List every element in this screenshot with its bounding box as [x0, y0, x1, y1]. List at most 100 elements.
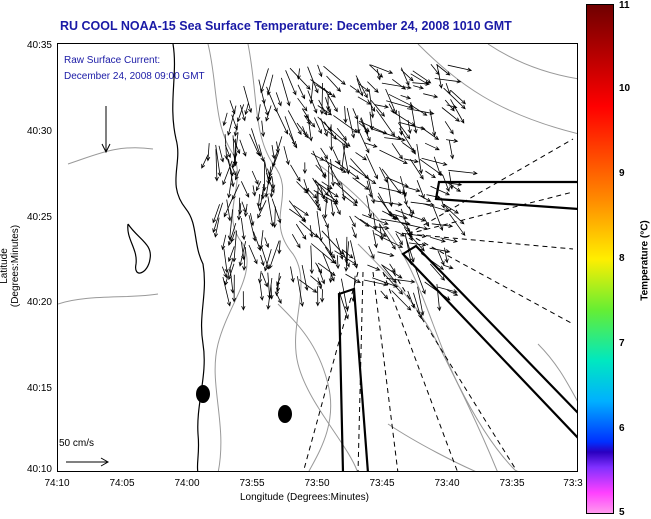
current-vector — [253, 231, 262, 252]
current-vector — [443, 203, 459, 214]
current-vector — [232, 274, 237, 303]
current-vector — [366, 180, 373, 198]
current-vector — [233, 123, 238, 137]
current-vector — [256, 181, 262, 192]
current-vector — [349, 215, 356, 228]
colorbar-tick: 5 — [619, 507, 625, 518]
current-vector — [222, 112, 228, 127]
current-vector — [296, 122, 309, 139]
current-vector — [223, 248, 229, 274]
current-vector — [344, 241, 350, 272]
current-vector — [350, 240, 358, 269]
current-vector — [345, 273, 361, 283]
sampling-polygons — [337, 180, 577, 471]
current-vector — [310, 152, 325, 161]
current-vector — [434, 78, 462, 84]
current-vector — [391, 143, 403, 160]
current-vector — [346, 107, 356, 139]
current-vector — [243, 85, 253, 114]
current-vector — [261, 246, 270, 270]
mooring-marker-1 — [196, 385, 210, 403]
x-tick: 73:35 — [499, 478, 525, 489]
map-title: RU COOL NOAA-15 Sea Surface Temperature:… — [60, 19, 512, 33]
y-axis-label: Latitude (Degrees:Minutes) — [0, 224, 21, 308]
current-vector — [354, 215, 370, 227]
current-vector — [341, 182, 346, 202]
current-vector — [276, 111, 288, 135]
current-vector — [250, 213, 255, 227]
current-vector — [326, 186, 341, 216]
current-vector — [276, 293, 282, 305]
current-vector — [444, 121, 454, 135]
current-vector — [264, 166, 272, 198]
current-vector — [421, 157, 448, 166]
current-vector — [234, 169, 241, 181]
current-vector — [295, 223, 307, 240]
current-vector — [415, 268, 426, 295]
current-vector — [231, 165, 237, 177]
current-vector — [386, 177, 394, 208]
current-vector — [317, 277, 323, 290]
current-vector — [310, 243, 336, 264]
current-vector — [433, 156, 442, 176]
current-vector — [215, 144, 222, 178]
current-vector — [395, 233, 403, 246]
raw-current-legend: Raw Surface Current: December 24, 2008 0… — [64, 53, 205, 85]
current-vector — [257, 200, 267, 219]
current-vector — [426, 194, 441, 199]
current-vector — [364, 142, 378, 148]
colorbar-tick: 6 — [619, 423, 625, 434]
current-vector — [317, 105, 333, 116]
legend-line-1: Raw Surface Current: — [64, 55, 161, 66]
x-tick: 74:10 — [44, 478, 70, 489]
current-vector — [317, 262, 336, 276]
current-vector — [324, 158, 341, 187]
current-vector — [341, 249, 354, 259]
current-vector — [350, 158, 370, 180]
current-vector — [229, 266, 235, 294]
current-vector — [271, 136, 283, 168]
current-vector — [291, 234, 301, 249]
current-vector — [349, 165, 377, 185]
current-vector — [381, 264, 397, 284]
x-tick: 73:3 — [563, 478, 583, 489]
x-axis-label: Longitude (Degrees:Minutes) — [240, 492, 369, 503]
map-area[interactable] — [57, 43, 578, 472]
current-vector — [226, 199, 232, 222]
x-tick: 73:40 — [434, 478, 460, 489]
current-vector — [440, 237, 458, 243]
current-vector — [401, 232, 427, 239]
x-tick: 73:55 — [239, 478, 265, 489]
current-vector — [324, 128, 349, 149]
current-vector — [227, 105, 237, 136]
current-vector — [315, 262, 323, 274]
current-vector — [265, 105, 272, 122]
y-tick: 40:30 — [26, 126, 52, 137]
current-vector — [222, 276, 231, 307]
current-vector — [369, 111, 374, 131]
current-vector — [379, 224, 396, 250]
colorbar-tick: 9 — [619, 168, 625, 179]
current-vector — [290, 164, 301, 182]
current-vector — [248, 244, 258, 265]
colorbar-tick: 7 — [619, 338, 625, 349]
current-vector — [281, 77, 291, 107]
current-vector — [368, 178, 376, 205]
current-vector — [264, 237, 270, 249]
current-vector — [450, 99, 465, 124]
current-vector — [241, 201, 247, 214]
current-vector — [321, 214, 329, 229]
current-vector — [236, 197, 242, 221]
current-vector — [221, 266, 228, 279]
current-vector — [258, 188, 264, 212]
current-vector — [320, 147, 329, 160]
current-vector — [258, 79, 266, 105]
x-tick: 74:00 — [174, 478, 200, 489]
current-vector — [334, 250, 358, 266]
current-vector — [430, 236, 446, 243]
current-vector — [322, 252, 335, 282]
current-vectors — [201, 63, 478, 320]
current-vector — [342, 142, 350, 175]
current-vector — [277, 240, 282, 255]
current-vector — [231, 114, 238, 131]
